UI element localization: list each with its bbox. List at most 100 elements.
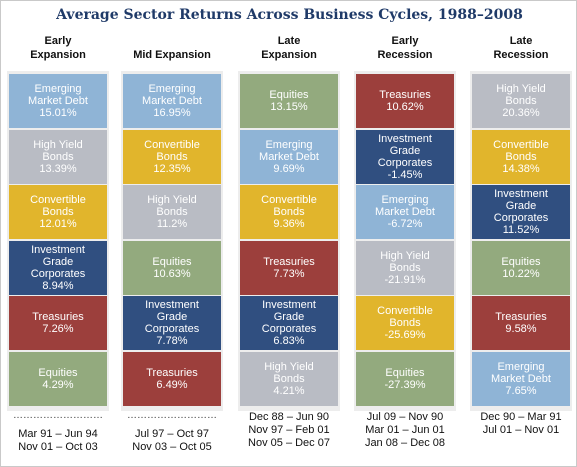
sector-name: Treasuries — [32, 311, 84, 323]
column-header-line: Recession — [493, 49, 549, 61]
sector-return-value: 12.01% — [39, 218, 77, 230]
sector-name: Bonds — [505, 150, 537, 163]
sector-name: Market Debt — [28, 95, 88, 107]
sector-name: Grade — [505, 200, 537, 212]
sector-return-value: 15.01% — [39, 107, 77, 119]
sector-tile: High Yield Bonds -21.91% — [356, 240, 454, 295]
sector-name: Investment — [378, 132, 432, 145]
sector-return-value: 11.52% — [502, 224, 540, 236]
sector-name: Investment — [494, 188, 548, 200]
sector-return-value: 10.22% — [502, 267, 540, 280]
sector-name: Convertible — [261, 194, 317, 206]
sector-tile: Convertible Bonds 12.35% — [123, 129, 221, 184]
column-header: Late Expansion — [238, 34, 340, 62]
sector-return-value: -25.69% — [384, 329, 426, 341]
sector-tile: Equities 10.63% — [123, 240, 221, 295]
sector-tile: Convertible Bonds 12.01% — [9, 185, 107, 239]
period-range: Mar 91 – Jun 94 — [18, 428, 98, 440]
sector-name: High Yield — [264, 360, 314, 373]
sector-tile: High Yield Bonds 13.39% — [9, 129, 107, 184]
sector-return-value: 9.36% — [273, 218, 305, 230]
sector-name: Equities — [269, 89, 309, 101]
column-header-line: Expansion — [261, 49, 317, 61]
sector-return-value: 4.29% — [42, 378, 74, 391]
sector-return-value: 7.73% — [273, 267, 305, 280]
column-header-line: Early — [44, 35, 72, 47]
sector-return-value: 16.95% — [153, 107, 191, 119]
sector-name: Emerging — [497, 360, 545, 373]
sector-return-value: -27.39% — [384, 378, 426, 391]
sector-tile: Equities 13.15% — [240, 74, 338, 128]
sector-return-value: 7.26% — [42, 323, 74, 335]
sector-return-value: 4.21% — [273, 384, 305, 397]
period-range: Jul 09 – Nov 90 — [366, 411, 444, 423]
sector-return-value: 7.65% — [505, 384, 537, 397]
sector-name: Grade — [273, 311, 305, 323]
sector-name: Bonds — [156, 150, 188, 163]
sector-name: Investment — [145, 299, 199, 311]
sector-tile: Equities 4.29% — [9, 351, 107, 406]
period-range: Jul 97 – Oct 97 — [135, 428, 209, 440]
sector-name: Convertible — [377, 305, 433, 317]
dotted-separator: ……………………………… — [127, 411, 217, 421]
sector-tile: Treasuries 7.73% — [240, 240, 338, 295]
sector-tile: Emerging Market Debt 15.01% — [9, 74, 107, 128]
sector-return-value: -21.91% — [384, 273, 426, 286]
sector-tile: Equities 10.22% — [472, 240, 570, 295]
sector-name: Equities — [152, 255, 192, 268]
sector-name: Bonds — [505, 95, 537, 107]
column-header: Early Expansion — [7, 34, 109, 62]
period-range: Nov 01 – Oct 03 — [18, 441, 98, 453]
cycle-periods: Jul 97 – Oct 97 Nov 03 – Oct 05 — [121, 428, 223, 454]
sector-return-value: 10.62% — [386, 101, 424, 113]
sector-tile: Investment Grade Corporates 8.94% — [9, 240, 107, 295]
dotted-separator: ……………………………… — [13, 411, 103, 421]
sector-name: Market Debt — [142, 95, 202, 107]
period-range: Nov 05 – Dec 07 — [248, 437, 330, 449]
sector-return-value: -1.45% — [387, 168, 423, 181]
chart-title: Average Sector Returns Across Business C… — [56, 7, 523, 23]
sector-name: Treasuries — [495, 311, 547, 323]
period-range: Dec 90 – Mar 91 — [480, 411, 562, 423]
period-range: Jul 01 – Nov 01 — [482, 424, 560, 436]
sector-tile: High Yield Bonds 11.2% — [123, 185, 221, 239]
sector-return-value: 10.63% — [153, 267, 191, 280]
sector-name: Corporates — [144, 323, 200, 335]
sector-name: Convertible — [144, 138, 200, 151]
sector-tile: Investment Grade Corporates 6.83% — [240, 296, 338, 350]
sector-name: Bonds — [42, 206, 74, 218]
sector-name: Equities — [501, 255, 541, 268]
sector-name: Emerging — [34, 83, 82, 95]
sector-name: Equities — [38, 366, 78, 379]
sector-return-value: 9.58% — [505, 323, 537, 335]
cycle-periods: Dec 88 – Jun 90 Nov 97 – Feb 01 Nov 05 – D… — [238, 411, 340, 450]
sector-name: Corporates — [377, 156, 433, 169]
sector-name: Treasuries — [379, 89, 431, 101]
sector-name: High Yield — [496, 83, 546, 95]
column-header-line: Recession — [377, 49, 433, 61]
sector-name: Bonds — [42, 150, 74, 163]
sector-name: Emerging — [381, 194, 429, 206]
sector-name: Market Debt — [259, 150, 319, 163]
sector-tile: Emerging Market Debt -6.72% — [356, 185, 454, 239]
sector-name: High Yield — [33, 138, 83, 151]
sector-name: Convertible — [30, 194, 86, 206]
period-range: Nov 03 – Oct 05 — [132, 441, 212, 453]
sector-return-value: 6.83% — [273, 335, 305, 347]
sector-tile: Convertible Bonds 14.38% — [472, 129, 570, 184]
sector-name: Bonds — [389, 317, 421, 329]
column-header: Mid Expansion — [121, 48, 223, 62]
sector-tile: Emerging Market Debt 16.95% — [123, 74, 221, 128]
period-range: Mar 01 – Jun 01 — [365, 424, 445, 436]
sector-name: Investment — [262, 299, 316, 311]
sector-name: Grade — [389, 144, 421, 157]
period-range: Dec 88 – Jun 90 — [248, 411, 330, 423]
sector-name: High Yield — [380, 249, 430, 262]
cycle-periods: Jul 09 – Nov 90 Mar 01 – Jun 01 Jan 08 – D… — [354, 411, 456, 450]
sector-return-value: 13.15% — [270, 101, 308, 113]
sector-name: Corporates — [261, 323, 317, 335]
sector-name: Convertible — [493, 138, 549, 151]
sector-return-value: 8.94% — [42, 279, 74, 292]
sector-tile: Equities -27.39% — [356, 351, 454, 406]
cycle-periods: Dec 90 – Mar 91 Jul 01 – Nov 01 — [470, 411, 572, 437]
